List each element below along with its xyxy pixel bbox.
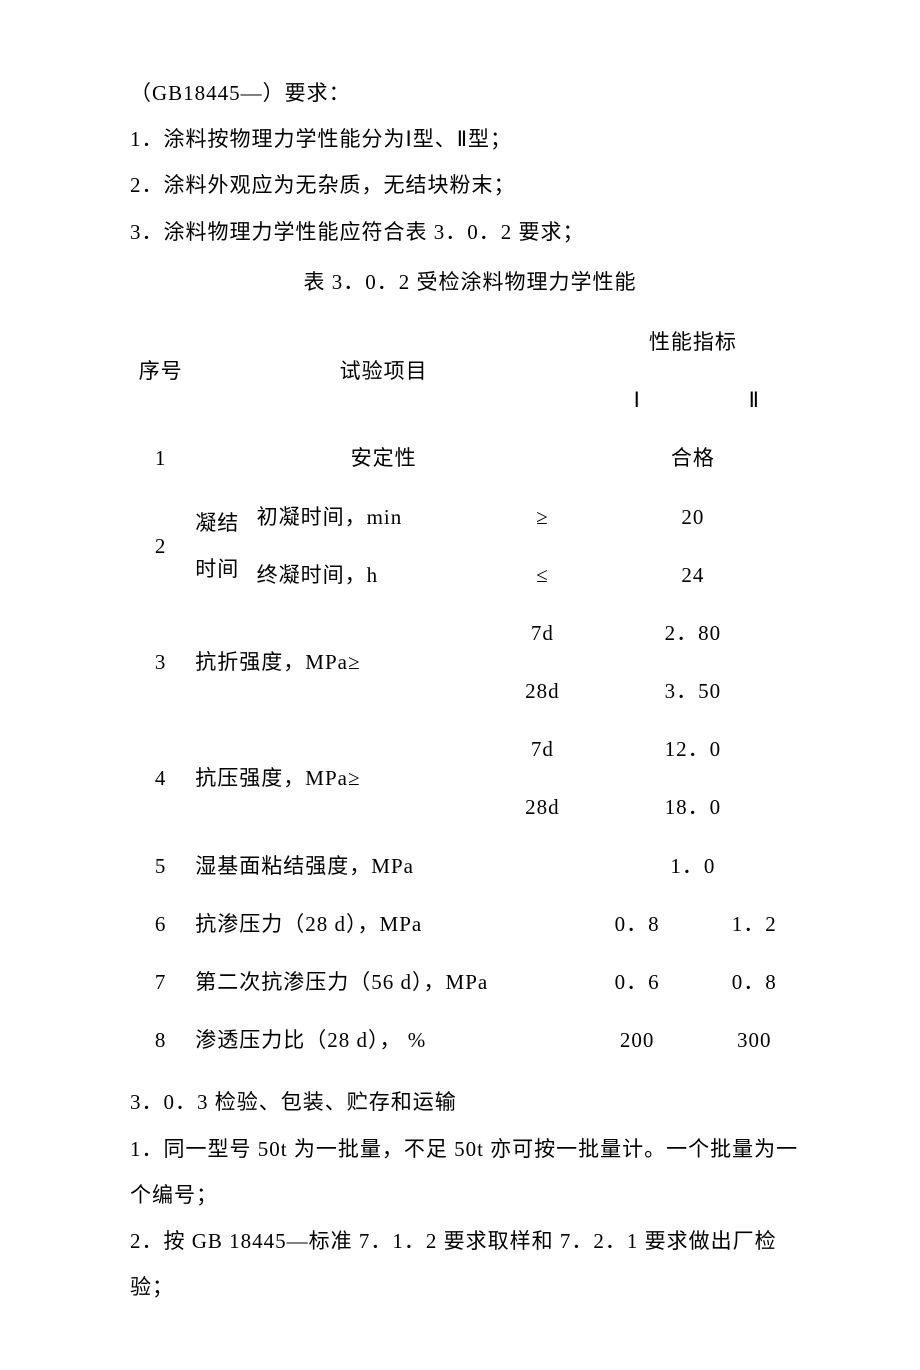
cell-val: 12．0 — [576, 720, 810, 778]
table-row: 1 安定性 合格 — [130, 429, 810, 487]
cell-item: 安定性 — [191, 429, 576, 487]
cell-seq: 1 — [130, 429, 191, 487]
cell-item: 渗透压力比（28 d）， % — [191, 1011, 576, 1069]
cell-seq: 3 — [130, 604, 191, 720]
table-row: 8 渗透压力比（28 d）， % 200 300 — [130, 1011, 810, 1069]
table-row: 2 凝结时间 初凝时间，min ≥ 20 — [130, 488, 810, 546]
cell-sub: 终凝时间，h — [253, 546, 509, 604]
cell-val: 3．50 — [576, 662, 810, 720]
header-seq: 序号 — [130, 313, 191, 429]
cell-seq: 6 — [130, 895, 191, 953]
table-row: 3 抗折强度，MPa≥ 7d 2．80 — [130, 604, 810, 662]
header-item: 试验项目 — [191, 313, 576, 429]
cell-item: 抗渗压力（28 d），MPa — [191, 895, 576, 953]
cell-seq: 4 — [130, 720, 191, 836]
cell-item: 抗压强度，MPa≥ — [191, 720, 509, 836]
header-perf: 性能指标 — [576, 313, 810, 371]
cell-val-i: 200 — [576, 1011, 699, 1069]
cell-val: 24 — [576, 546, 810, 604]
cell-cond: 7d — [509, 720, 576, 778]
header-perf-i: Ⅰ — [576, 371, 699, 429]
cell-val: 合格 — [576, 429, 810, 487]
cell-seq: 7 — [130, 953, 191, 1011]
cell-val: 18．0 — [576, 778, 810, 836]
cell-cond: 28d — [509, 778, 576, 836]
cell-item: 抗折强度，MPa≥ — [191, 604, 509, 720]
cell-seq: 5 — [130, 837, 191, 895]
table-header-row-1: 序号 试验项目 性能指标 — [130, 313, 810, 371]
header-line-1: 1．涂料按物理力学性能分为Ⅰ型、Ⅱ型； — [130, 116, 810, 162]
header-line-2: 2．涂料外观应为无杂质，无结块粉末； — [130, 162, 810, 208]
footer-para-2: 2．按 GB 18445—标准 7．1．2 要求取样和 7．2．1 要求做出厂检… — [130, 1218, 810, 1310]
cell-cond: ≤ — [509, 546, 576, 604]
cell-cond: 7d — [509, 604, 576, 662]
cell-val: 2．80 — [576, 604, 810, 662]
cell-item: 第二次抗渗压力（56 d），MPa — [191, 953, 576, 1011]
table-row: 7 第二次抗渗压力（56 d），MPa 0．6 0．8 — [130, 953, 810, 1011]
header-line-3: 3．涂料物理力学性能应符合表 3．0．2 要求； — [130, 209, 810, 255]
footer-section-title: 3．0．3 检验、包装、贮存和运输 — [130, 1079, 810, 1125]
cell-val-ii: 0．8 — [698, 953, 810, 1011]
footer-para-1: 1．同一型号 50t 为一批量，不足 50t 亦可按一批量计。一个批量为一个编号… — [130, 1126, 810, 1218]
cell-cond: 28d — [509, 662, 576, 720]
cell-val-ii: 300 — [698, 1011, 810, 1069]
table-row: 6 抗渗压力（28 d），MPa 0．8 1．2 — [130, 895, 810, 953]
cell-val: 1．0 — [576, 837, 810, 895]
cell-cond: ≥ — [509, 488, 576, 546]
properties-table: 序号 试验项目 性能指标 Ⅰ Ⅱ 1 安定性 合格 2 凝结时间 初凝时间，mi… — [130, 313, 810, 1069]
cell-group: 凝结时间 — [191, 488, 252, 604]
cell-item: 湿基面粘结强度，MPa — [191, 837, 576, 895]
header-line-0: （GB18445—）要求： — [130, 70, 810, 116]
cell-seq: 2 — [130, 488, 191, 604]
cell-val-i: 0．6 — [576, 953, 699, 1011]
header-perf-ii: Ⅱ — [698, 371, 810, 429]
table-row: 4 抗压强度，MPa≥ 7d 12．0 — [130, 720, 810, 778]
cell-val-ii: 1．2 — [698, 895, 810, 953]
cell-val-i: 0．8 — [576, 895, 699, 953]
table-row: 5 湿基面粘结强度，MPa 1．0 — [130, 837, 810, 895]
cell-sub: 初凝时间，min — [253, 488, 509, 546]
table-title: 表 3．0．2 受检涂料物理力学性能 — [130, 259, 810, 305]
cell-seq: 8 — [130, 1011, 191, 1069]
cell-val: 20 — [576, 488, 810, 546]
